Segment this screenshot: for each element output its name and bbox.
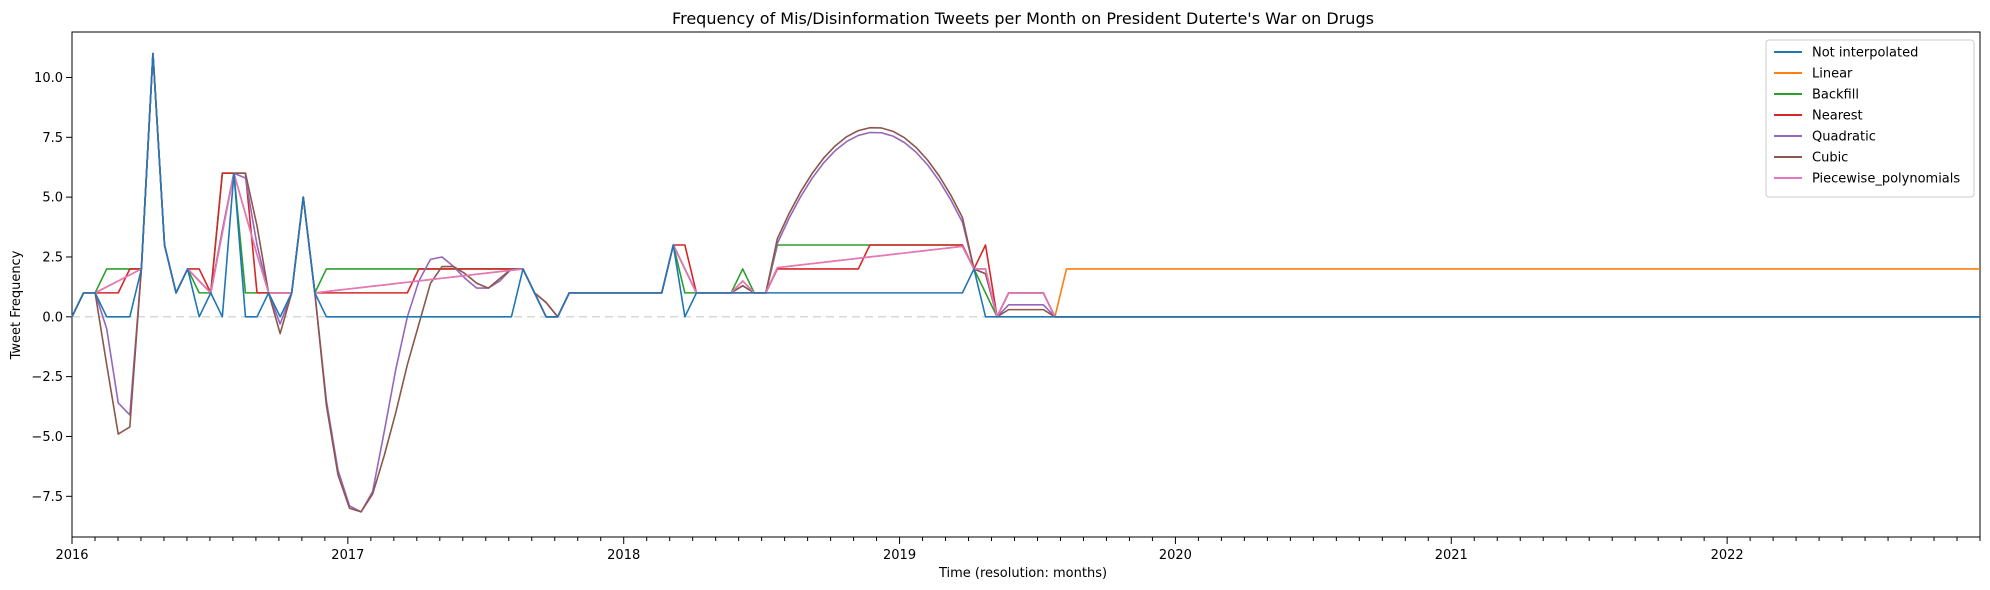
legend-label: Nearest bbox=[1812, 109, 1863, 124]
y-tick-label: 5.0 bbox=[42, 191, 63, 206]
x-tick-label: 2018 bbox=[607, 548, 640, 563]
legend-label: Cubic bbox=[1812, 151, 1848, 166]
legend-label: Linear bbox=[1812, 67, 1853, 82]
y-tick-label: 10.0 bbox=[34, 71, 63, 86]
series-line-quadratic bbox=[71, 52, 1980, 513]
legend-label: Backfill bbox=[1812, 88, 1859, 103]
chart-title: Frequency of Mis/Disinformation Tweets p… bbox=[672, 9, 1374, 28]
legend-label: Quadratic bbox=[1812, 130, 1876, 145]
series-line-piecewise-polynomials bbox=[71, 52, 1980, 318]
series-line-nearest bbox=[71, 52, 1980, 318]
x-tick-label: 2020 bbox=[1159, 548, 1192, 563]
legend-label: Not interpolated bbox=[1812, 46, 1918, 61]
axes-frame bbox=[71, 31, 1981, 538]
x-tick-label: 2021 bbox=[1435, 548, 1468, 563]
x-tick-label: 2019 bbox=[883, 548, 916, 563]
x-tick-label: 2017 bbox=[331, 548, 364, 563]
x-tick-label: 2016 bbox=[55, 548, 88, 563]
y-tick-label: −2.5 bbox=[31, 370, 63, 385]
series-line-backfill bbox=[71, 52, 1980, 318]
legend-label: Piecewise_polynomials bbox=[1812, 172, 1960, 187]
y-tick-label: 2.5 bbox=[42, 250, 63, 265]
series-line-linear bbox=[71, 52, 1980, 318]
y-tick-label: 7.5 bbox=[42, 131, 63, 146]
y-tick-label: 0.0 bbox=[42, 310, 63, 325]
y-axis-label: Tweet Frequency bbox=[9, 250, 24, 360]
y-tick-label: −5.0 bbox=[31, 430, 63, 445]
y-tick-label: −7.5 bbox=[31, 490, 63, 505]
x-axis-label: Time (resolution: months) bbox=[938, 566, 1107, 581]
legend-box bbox=[1765, 39, 1975, 198]
x-tick-label: 2022 bbox=[1711, 548, 1744, 563]
series-line-cubic bbox=[71, 52, 1980, 513]
plot-area: −7.5 −5.0 −2.5 0.0 2.5 5.0 7.5 10.0 2016 2017 2018… bbox=[31, 31, 1981, 563]
series-line-not-interpolated bbox=[71, 52, 1980, 318]
